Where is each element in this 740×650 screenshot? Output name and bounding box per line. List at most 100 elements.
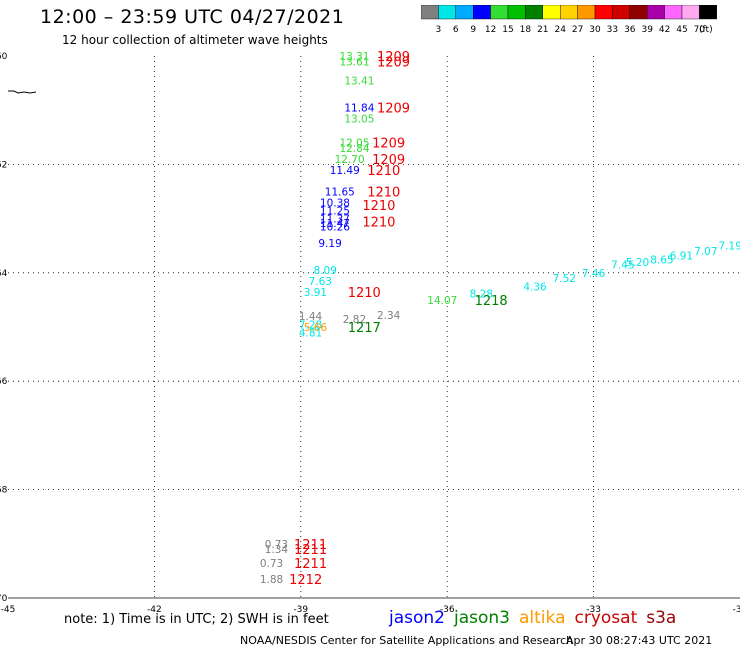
y-tick-label: -62: [0, 160, 7, 170]
pass-time-label: 1210: [362, 215, 395, 230]
colorbar-tick-label: 45: [676, 25, 687, 35]
colorbar-tick-label: 15: [502, 25, 513, 35]
pass-time-label: 1211: [294, 543, 327, 558]
wave-height-point: 7.63: [309, 276, 332, 288]
pass-time-label: 1210: [348, 286, 381, 301]
wave-height-point: 1.34: [265, 544, 289, 556]
wave-height-point: 9.19: [318, 238, 341, 250]
wave-height-point: 4.81: [299, 327, 322, 339]
y-tick-label: -60: [0, 52, 8, 62]
wave-height-point: 13.31: [339, 51, 369, 63]
wave-height-point: 0.73: [260, 558, 283, 570]
colorbar-tick-label: 70: [694, 25, 706, 35]
wave-height-point: 7.07: [694, 246, 717, 258]
colorbar-tick-label: 12: [485, 25, 496, 35]
colorbar-tick-label: 42: [659, 25, 670, 35]
colorbar-tick-label: 33: [607, 25, 618, 35]
colorbar-swatch: [699, 5, 717, 20]
x-tick-label: -30: [733, 605, 740, 615]
wave-height-point: 10.26: [320, 222, 350, 234]
credit-line: NOAA/NESDIS Center for Satellite Applica…: [240, 634, 574, 647]
wave-height-point: 1.44: [299, 311, 323, 323]
wave-height-point: 5.66: [304, 322, 328, 334]
wave-height-point: 14.07: [427, 295, 457, 307]
x-tick-label: -45: [1, 605, 16, 615]
wave-height-point: 7.46: [582, 268, 606, 280]
pass-time-label: 1217: [348, 321, 381, 336]
wave-height-point: 11.25: [320, 205, 350, 217]
colorbar-unit: (ft): [699, 25, 713, 35]
footnote: note: 1) Time is in UTC; 2) SWH is in fe…: [64, 612, 329, 627]
wave-height-point: 11.65: [325, 187, 355, 199]
pass-time-label: 1210: [362, 199, 395, 214]
y-tick-label: -66: [0, 377, 8, 387]
wave-height-point: 2.34: [377, 310, 401, 322]
wave-height-point: 7.28: [299, 319, 322, 331]
wave-height-point: 1.88: [260, 574, 283, 586]
pass-time-label: 1209: [372, 137, 405, 152]
wave-height-point: 13.61: [339, 56, 369, 68]
colorbar-tick-label: 18: [520, 25, 532, 35]
wave-height-point: 12.70: [335, 154, 365, 166]
colorbar-tick-label: 3: [436, 25, 442, 35]
pass-time-label: 1209: [377, 55, 410, 70]
colorbar-tick-label: 27: [572, 25, 583, 35]
x-tick-label: -33: [586, 605, 601, 615]
wave-height-point: 8.28: [470, 288, 493, 300]
island-coastline: [8, 90, 37, 94]
pass-time-label: 1218: [475, 294, 508, 309]
wave-height-point: 7.19: [719, 241, 740, 253]
wave-height-point: 10.38: [320, 197, 350, 209]
wave-height-point: 13.41: [344, 75, 374, 87]
x-tick-label: -39: [293, 605, 308, 615]
colorbar-tick-label: 30: [589, 25, 601, 35]
generated-timestamp: Apr 30 08:27:43 UTC 2021: [566, 634, 713, 647]
pass-time-label: 1209: [372, 153, 405, 168]
wave-height-point: 12.84: [339, 143, 369, 155]
wave-height-point: 13.05: [344, 113, 374, 125]
wave-height-point: 6.91: [670, 250, 693, 262]
colorbar-tick-label: 39: [641, 25, 653, 35]
satellite-legend: jason2 jason3 altika cryosat s3a: [389, 608, 685, 628]
colorbar-tick-label: 6: [453, 25, 459, 35]
wave-height-point: 11.84: [344, 102, 374, 114]
pass-time-label: 1209: [377, 50, 410, 65]
satellite-legend-altika: altika: [519, 608, 566, 628]
pass-time-label: 1210: [367, 164, 400, 179]
wave-height-point: 8.09: [314, 265, 337, 277]
wave-height-point: 7.45: [611, 260, 634, 272]
wave-height-point: 11.49: [330, 165, 360, 177]
wave-height-point: 0.73: [265, 539, 288, 551]
pass-time-label: 1212: [289, 573, 322, 588]
pass-time-label: 1211: [294, 557, 327, 572]
colorbar-tick-label: 24: [554, 25, 566, 35]
colorbar-tick-label: 21: [537, 25, 548, 35]
colorbar-legend: 3 6 9 12 15 18 21 24 27 30 33 36 39 42 45 70(ft): [421, 5, 717, 35]
wave-height-point: 7.52: [553, 273, 576, 285]
satellite-legend-cryosat: cryosat: [574, 608, 638, 628]
y-tick-label: -68: [0, 486, 8, 496]
y-tick-label: -70: [0, 594, 8, 604]
chart-subtitle: 12 hour collection of altimeter wave hei…: [62, 33, 328, 47]
wave-height-point: 12.05: [339, 138, 369, 150]
wave-height-point: 8.65: [650, 254, 673, 266]
colorbar-tick-label: 36: [624, 25, 636, 35]
colorbar-tick-label: 9: [470, 25, 476, 35]
satellite-legend-s3a: s3a: [646, 608, 677, 628]
pass-time-label: 1209: [377, 101, 410, 116]
wave-height-point: 4.36: [523, 281, 547, 293]
wave-height-point: 11.37: [320, 214, 350, 226]
wave-height-point: 2.82: [343, 314, 366, 326]
pass-time-label: 1211: [294, 538, 327, 553]
satellite-legend-jason2: jason2: [389, 608, 445, 628]
pass-time-label: 1210: [367, 186, 400, 201]
wave-height-point: 3.91: [304, 287, 327, 299]
wave-height-point: 5.20: [626, 257, 649, 269]
wave-height-point: 11.47: [320, 218, 350, 230]
chart-title: 12:00 – 23:59 UTC 04/27/2021: [40, 6, 345, 28]
satellite-legend-jason3: jason3: [454, 608, 510, 628]
x-tick-label: -36: [440, 605, 455, 615]
y-tick-label: -64: [0, 269, 8, 279]
x-tick-label: -42: [147, 605, 162, 615]
